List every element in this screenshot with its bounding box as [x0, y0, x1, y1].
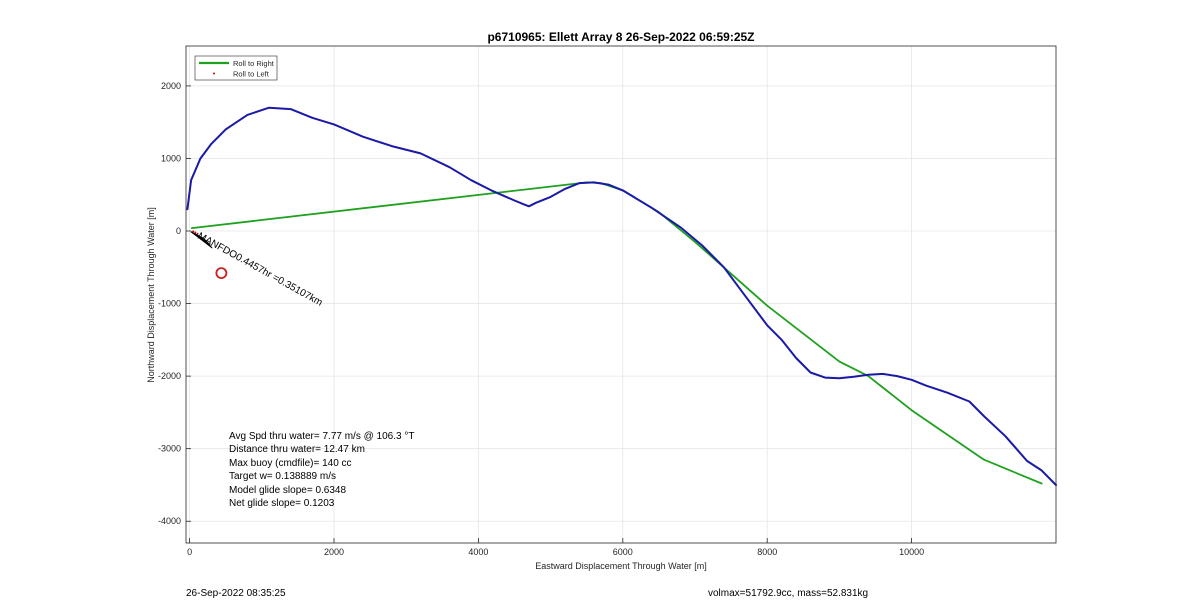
- stat-model-glide: Model glide slope= 0.6348: [229, 484, 347, 496]
- stats-panel: Avg Spd thru water= 7.77 m/s @ 106.3 °T …: [229, 430, 414, 510]
- roll-left-point: [192, 230, 195, 233]
- chart-title: p6710965: Ellett Array 8 26-Sep-2022 06:…: [487, 30, 754, 44]
- stat-max-buoy: Max buoy (cmdfile)= 140 cc: [229, 457, 352, 469]
- footer-timestamp: 26-Sep-2022 08:35:25: [186, 588, 286, 599]
- stat-net-glide: Net glide slope= 0.1203: [229, 498, 335, 510]
- stat-target-w: Target w= 0.138889 m/s: [229, 471, 337, 483]
- x-ticks: 0 2000 4000 6000 8000 10000: [187, 538, 924, 557]
- footer-volmass: volmax=51792.9cc, mass=52.831kg: [708, 588, 869, 599]
- plot-frame: [185, 45, 1057, 544]
- y-tick-label: 1000: [161, 153, 181, 163]
- x-tick-label: 4000: [468, 547, 488, 557]
- plot-area: [186, 46, 1056, 543]
- y-tick-label: -2000: [158, 371, 181, 381]
- x-tick-label: 2000: [324, 547, 344, 557]
- x-axis-label: Eastward Displacement Through Water [m]: [535, 561, 707, 571]
- x-tick-label: 6000: [613, 547, 633, 557]
- y-tick-label: -4000: [158, 516, 181, 526]
- heading-arrow: [190, 231, 213, 249]
- legend-box: [194, 55, 278, 81]
- series-track-line: [186, 106, 1057, 486]
- y-ticks: -4000 -3000 -2000 -1000 0 1000 2000: [158, 81, 191, 526]
- x-tick-label: 0: [187, 547, 192, 557]
- legend-swatch-roll-left: [213, 72, 215, 75]
- roll-left-point: [196, 232, 199, 235]
- legend: Roll to Right Roll to Left: [194, 55, 278, 81]
- y-tick-label: -3000: [158, 444, 181, 454]
- y-tick-label: -1000: [158, 299, 181, 309]
- series-layer: [186, 106, 1057, 486]
- x-tick-label: 10000: [899, 547, 924, 557]
- grid: [186, 46, 1056, 543]
- stat-avg-speed: Avg Spd thru water= 7.77 m/s @ 106.3 °T: [229, 431, 415, 442]
- y-tick-label: 2000: [161, 81, 181, 91]
- stat-distance: Distance thru water= 12.47 km: [229, 444, 365, 456]
- y-axis-label: Northward Displacement Through Water [m]: [146, 207, 156, 383]
- legend-entry-roll-right: Roll to Right: [233, 59, 275, 68]
- legend-entry-roll-left: Roll to Left: [233, 70, 270, 79]
- y-tick-label: 0: [176, 226, 181, 236]
- roll-left-point: [194, 231, 197, 234]
- x-tick-label: 8000: [757, 547, 777, 557]
- waypoint-marker: [215, 267, 228, 279]
